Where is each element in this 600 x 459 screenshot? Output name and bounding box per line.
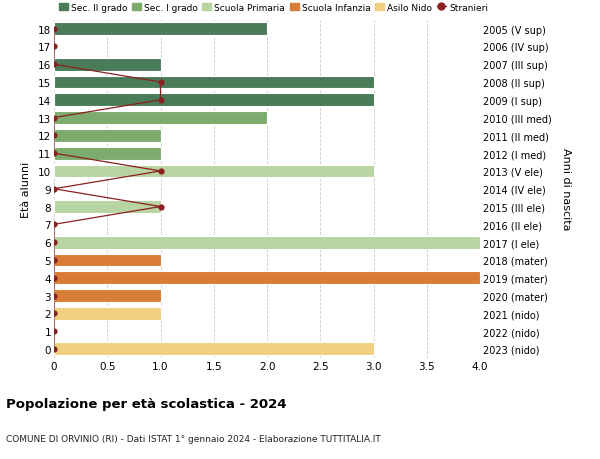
- Bar: [54, 59, 161, 72]
- Bar: [54, 23, 267, 36]
- Legend: Sec. II grado, Sec. I grado, Scuola Primaria, Scuola Infanzia, Asilo Nido, Stran: Sec. II grado, Sec. I grado, Scuola Prim…: [59, 4, 488, 13]
- Bar: [54, 130, 161, 142]
- Bar: [54, 201, 161, 213]
- Bar: [54, 165, 373, 178]
- Y-axis label: Anni di nascita: Anni di nascita: [561, 148, 571, 230]
- Bar: [54, 94, 373, 107]
- Bar: [54, 343, 373, 356]
- Bar: [54, 76, 373, 89]
- Bar: [54, 147, 161, 160]
- Bar: [54, 272, 480, 285]
- Text: Popolazione per età scolastica - 2024: Popolazione per età scolastica - 2024: [6, 397, 287, 410]
- Text: COMUNE DI ORVINIO (RI) - Dati ISTAT 1° gennaio 2024 - Elaborazione TUTTITALIA.IT: COMUNE DI ORVINIO (RI) - Dati ISTAT 1° g…: [6, 434, 381, 443]
- Bar: [54, 290, 161, 302]
- Y-axis label: Età alunni: Età alunni: [21, 161, 31, 218]
- Bar: [54, 112, 267, 125]
- Bar: [54, 236, 480, 249]
- Bar: [54, 307, 161, 320]
- Bar: [54, 254, 161, 267]
